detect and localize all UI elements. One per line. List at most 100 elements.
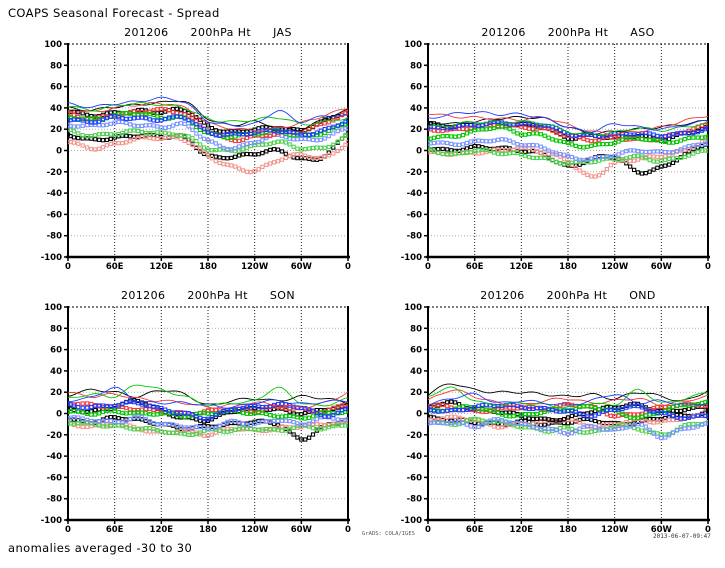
svg-text:120E: 120E <box>150 525 174 535</box>
svg-text:-20: -20 <box>407 431 422 441</box>
chart-svg-aso: -100 -80 -60 -40 -20 0 20 40 60 80 100 0 60E 120E 180 1… <box>401 40 711 272</box>
svg-text:80: 80 <box>50 61 62 71</box>
panel-title-date: 201206 <box>481 26 526 39</box>
svg-text:60W: 60W <box>651 262 673 272</box>
svg-text:0: 0 <box>705 262 711 272</box>
panel-title-season: OND <box>629 289 656 302</box>
svg-text:100: 100 <box>44 303 62 313</box>
svg-text:180: 180 <box>559 525 577 535</box>
panel-title-jas: 201206 200hPa Ht JAS <box>68 26 348 39</box>
panel-title-date: 201206 <box>124 26 169 39</box>
svg-text:120E: 120E <box>510 525 534 535</box>
svg-text:180: 180 <box>199 525 217 535</box>
svg-text:20: 20 <box>410 125 422 135</box>
svg-text:0: 0 <box>345 525 351 535</box>
svg-text:-60: -60 <box>407 473 422 483</box>
svg-text:80: 80 <box>50 324 62 334</box>
svg-text:120W: 120W <box>601 525 629 535</box>
chart-svg-son: -100 -80 -60 -40 -20 0 20 40 60 80 100 0 60E 120E 180 1… <box>41 303 351 535</box>
grads-stamp: GrADS: COLA/IGES <box>362 531 415 537</box>
svg-text:-60: -60 <box>47 473 62 483</box>
svg-text:60E: 60E <box>106 262 124 272</box>
svg-text:20: 20 <box>410 388 422 398</box>
chart-svg-jas: -100 -80 -60 -40 -20 0 20 40 60 80 100 0 60E 120E 180 1… <box>41 40 351 272</box>
svg-text:120W: 120W <box>601 262 629 272</box>
svg-text:0: 0 <box>425 262 431 272</box>
svg-text:0: 0 <box>65 262 71 272</box>
svg-text:-40: -40 <box>407 452 422 462</box>
svg-text:-80: -80 <box>47 495 62 505</box>
svg-text:-80: -80 <box>407 495 422 505</box>
svg-text:0: 0 <box>416 410 422 420</box>
svg-text:40: 40 <box>410 367 422 377</box>
panel-aso: 201206 200hPa Ht ASO -100 -80 -60 -40 -20 0 20… <box>390 26 722 276</box>
svg-text:120E: 120E <box>510 262 534 272</box>
svg-text:-40: -40 <box>47 189 62 199</box>
svg-text:-40: -40 <box>47 452 62 462</box>
svg-text:-80: -80 <box>407 232 422 242</box>
svg-text:-100: -100 <box>401 253 422 263</box>
svg-text:0: 0 <box>416 147 422 157</box>
svg-text:-20: -20 <box>47 168 62 178</box>
svg-text:60E: 60E <box>106 525 124 535</box>
svg-text:100: 100 <box>44 40 62 50</box>
panel-jas: 201206 200hPa Ht JAS -100 -80 -60 -40 -20 0 20… <box>30 26 362 276</box>
chart-svg-ond: -100 -80 -60 -40 -20 0 20 40 60 80 100 0 60E 120E 180 1… <box>401 303 711 535</box>
panel-title-variable: 200hPa Ht <box>547 26 609 39</box>
svg-text:60: 60 <box>50 346 62 356</box>
svg-text:60: 60 <box>50 83 62 93</box>
svg-text:40: 40 <box>410 104 422 114</box>
svg-text:40: 40 <box>50 367 62 377</box>
svg-text:20: 20 <box>50 125 62 135</box>
svg-text:-40: -40 <box>407 189 422 199</box>
panel-title-variable: 200hPa Ht <box>187 289 248 302</box>
svg-text:40: 40 <box>50 104 62 114</box>
svg-text:120W: 120W <box>241 262 269 272</box>
svg-text:120E: 120E <box>150 262 174 272</box>
panel-son: 201206 200hPa Ht SON -100 -80 -60 -40 -20 0 20… <box>30 289 362 539</box>
svg-text:-100: -100 <box>41 516 62 526</box>
svg-text:60E: 60E <box>466 525 484 535</box>
timestamp-stamp: 2013-06-07-09:47 <box>653 533 711 540</box>
panel-title-son: 201206 200hPa Ht SON <box>68 289 348 302</box>
panel-title-variable: 200hPa Ht <box>190 26 252 39</box>
svg-text:60: 60 <box>410 346 422 356</box>
svg-text:100: 100 <box>404 303 422 313</box>
svg-text:-20: -20 <box>47 431 62 441</box>
svg-text:0: 0 <box>56 147 62 157</box>
footer-note: anomalies averaged -30 to 30 <box>8 541 193 555</box>
svg-text:80: 80 <box>410 61 422 71</box>
panel-ond: 201206 200hPa Ht OND -100 -80 -60 -40 -20 0 20… <box>390 289 722 539</box>
svg-text:60: 60 <box>410 83 422 93</box>
svg-text:-100: -100 <box>41 253 62 263</box>
svg-text:0: 0 <box>425 525 431 535</box>
svg-text:60W: 60W <box>651 525 673 535</box>
svg-text:-20: -20 <box>407 168 422 178</box>
page-title: COAPS Seasonal Forecast - Spread <box>8 6 220 20</box>
svg-text:-80: -80 <box>47 232 62 242</box>
panel-title-season: JAS <box>273 26 292 39</box>
panel-title-season: SON <box>269 289 295 302</box>
svg-text:-60: -60 <box>47 210 62 220</box>
svg-text:120W: 120W <box>241 525 269 535</box>
svg-text:180: 180 <box>559 262 577 272</box>
svg-text:100: 100 <box>404 40 422 50</box>
panel-title-season: ASO <box>630 26 655 39</box>
svg-text:0: 0 <box>65 525 71 535</box>
svg-text:-100: -100 <box>401 516 422 526</box>
svg-text:60W: 60W <box>291 262 313 272</box>
svg-text:0: 0 <box>56 410 62 420</box>
svg-text:-60: -60 <box>407 210 422 220</box>
svg-text:0: 0 <box>345 262 351 272</box>
svg-text:180: 180 <box>199 262 217 272</box>
panel-title-ond: 201206 200hPa Ht OND <box>428 289 708 302</box>
svg-text:80: 80 <box>410 324 422 334</box>
panel-title-date: 201206 <box>120 289 166 302</box>
panel-title-variable: 200hPa Ht <box>546 289 608 302</box>
svg-text:60E: 60E <box>466 262 484 272</box>
panel-title-aso: 201206 200hPa Ht ASO <box>428 26 708 39</box>
svg-text:20: 20 <box>50 388 62 398</box>
panel-title-date: 201206 <box>480 289 525 302</box>
svg-text:60W: 60W <box>291 525 313 535</box>
